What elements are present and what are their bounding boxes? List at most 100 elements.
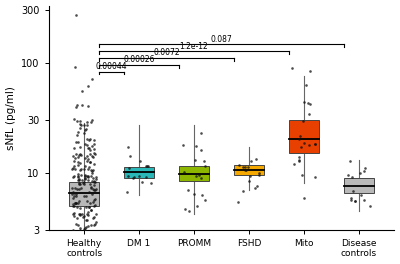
Point xyxy=(74,103,80,107)
Point xyxy=(73,246,80,250)
Point xyxy=(361,197,367,202)
Point xyxy=(92,212,99,216)
Point xyxy=(76,182,82,186)
Point xyxy=(193,174,200,178)
Point xyxy=(88,208,94,212)
Point xyxy=(86,205,92,209)
Point xyxy=(125,145,131,149)
Point xyxy=(83,218,90,222)
Point xyxy=(247,158,254,163)
Point xyxy=(90,155,96,159)
Point xyxy=(87,182,94,186)
Point xyxy=(87,223,94,227)
Point xyxy=(90,168,96,172)
Point xyxy=(91,187,98,192)
Point xyxy=(350,188,356,193)
Point xyxy=(77,213,83,218)
Point xyxy=(125,174,132,178)
Point xyxy=(82,229,88,234)
Point xyxy=(81,251,88,255)
Point xyxy=(71,204,77,208)
Point xyxy=(306,143,312,148)
Point xyxy=(91,180,97,185)
Point xyxy=(88,208,94,213)
Point xyxy=(86,137,93,142)
Point xyxy=(85,213,91,217)
Point xyxy=(83,120,90,124)
Point xyxy=(92,247,99,251)
Point xyxy=(70,214,77,218)
Point xyxy=(126,154,133,158)
Point xyxy=(349,175,355,179)
Point xyxy=(77,119,83,123)
Point xyxy=(80,167,87,171)
Point xyxy=(84,254,90,258)
Point xyxy=(82,155,88,160)
Point xyxy=(90,176,96,181)
Point xyxy=(357,171,364,175)
Point xyxy=(84,245,91,249)
Point xyxy=(76,237,83,241)
Point xyxy=(78,240,85,244)
Point xyxy=(78,186,84,190)
Point xyxy=(75,260,81,264)
Point xyxy=(90,183,97,187)
Point xyxy=(81,182,87,187)
Point xyxy=(76,211,83,216)
Point xyxy=(256,173,262,177)
Point xyxy=(91,151,97,155)
Point xyxy=(71,164,77,169)
Point xyxy=(76,206,83,210)
Point xyxy=(300,119,306,124)
Point xyxy=(84,154,91,158)
Point xyxy=(81,180,87,184)
Point xyxy=(70,196,76,200)
Point xyxy=(90,200,96,205)
Point xyxy=(92,202,98,207)
Point xyxy=(254,183,260,188)
Point xyxy=(75,130,82,134)
Bar xyxy=(344,178,374,193)
Point xyxy=(78,123,85,127)
Point xyxy=(90,187,97,192)
Point xyxy=(198,148,204,152)
Point xyxy=(79,103,85,107)
Point xyxy=(126,166,132,171)
Point xyxy=(84,247,90,252)
Point xyxy=(202,197,209,202)
Point xyxy=(74,205,80,209)
Point xyxy=(84,174,91,178)
Point xyxy=(137,159,143,163)
Point xyxy=(92,187,99,191)
Point xyxy=(92,239,98,243)
Point xyxy=(348,196,354,201)
Point xyxy=(71,159,78,163)
Point xyxy=(296,158,302,162)
Point xyxy=(194,204,200,208)
Point xyxy=(71,229,78,233)
Point xyxy=(76,250,82,254)
Point xyxy=(90,223,97,228)
Point xyxy=(199,193,206,197)
Point xyxy=(84,122,90,127)
Point xyxy=(85,167,91,171)
Point xyxy=(74,119,80,124)
Point xyxy=(256,171,262,175)
Text: 0.0072: 0.0072 xyxy=(153,49,180,58)
Point xyxy=(91,179,97,183)
Point xyxy=(70,117,77,122)
Point xyxy=(81,194,88,198)
Point xyxy=(76,177,82,181)
Point xyxy=(80,215,86,220)
Point xyxy=(88,243,94,247)
Bar xyxy=(69,182,99,206)
Point xyxy=(83,127,89,131)
Point xyxy=(90,232,97,237)
Point xyxy=(82,176,88,180)
Point xyxy=(91,147,98,152)
Point xyxy=(75,201,82,205)
Point xyxy=(70,154,76,158)
Point xyxy=(85,223,91,228)
Point xyxy=(92,221,98,226)
Bar xyxy=(179,166,209,181)
